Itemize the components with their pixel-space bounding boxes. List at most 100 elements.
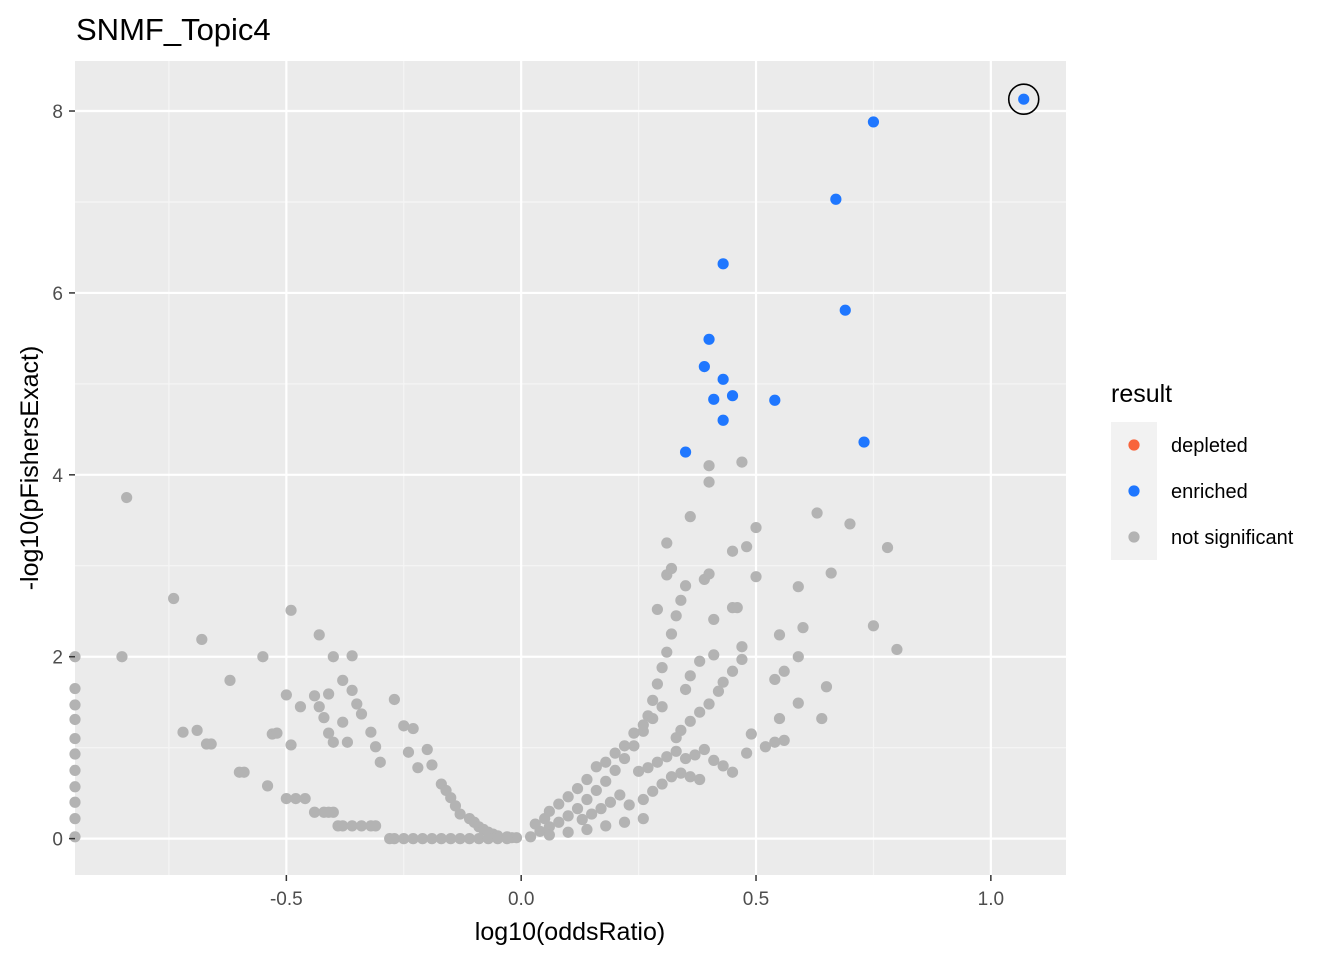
data-point (473, 833, 485, 845)
data-point (69, 699, 81, 711)
data-point (294, 701, 307, 713)
data-point (463, 833, 476, 845)
data-point (562, 810, 574, 822)
data-point (524, 831, 537, 843)
data-point (684, 771, 696, 783)
data-point (867, 116, 880, 128)
data-point (736, 653, 748, 666)
data-point (712, 685, 725, 697)
data-point (449, 800, 462, 812)
data-point (703, 460, 715, 472)
data-point (412, 762, 424, 774)
data-point (581, 793, 593, 806)
data-point (769, 394, 781, 406)
data-point (402, 746, 415, 758)
points-layer (69, 93, 1030, 845)
data-point (741, 747, 753, 759)
data-point (365, 726, 377, 738)
data-point (562, 826, 574, 838)
data-point (651, 603, 663, 616)
data-point (637, 793, 649, 806)
legend: result depleted enriched not significant (1111, 380, 1294, 560)
x-tick-label: -0.5 (270, 889, 303, 910)
data-point (69, 781, 81, 793)
y-axis-title: -log10(pFishersExact) (16, 346, 44, 591)
data-point (717, 258, 729, 270)
data-point (792, 697, 804, 709)
data-point (703, 698, 715, 710)
data-point (656, 778, 668, 790)
data-point (421, 743, 433, 756)
data-point (604, 796, 617, 808)
legend-swatch (1128, 531, 1140, 543)
data-point (628, 727, 640, 739)
data-point (717, 414, 729, 426)
x-tick-label: 0.5 (743, 889, 769, 910)
y-tick-label: 0 (52, 830, 63, 851)
data-point (618, 752, 631, 765)
data-point (454, 833, 466, 845)
legend-swatch (1128, 439, 1140, 451)
data-point (647, 785, 659, 797)
data-point (435, 833, 447, 845)
data-point (600, 756, 612, 768)
data-point (647, 694, 659, 706)
data-point (618, 740, 631, 752)
data-point (769, 673, 781, 686)
data-point (454, 808, 466, 820)
data-point (492, 833, 504, 845)
data-point (355, 708, 368, 720)
data-point (510, 832, 523, 844)
data-point (337, 674, 349, 686)
legend-swatch (1128, 485, 1140, 497)
y-tick-label: 2 (52, 648, 63, 669)
data-point (637, 719, 649, 731)
legend-entries: depleted enriched not significant (1111, 422, 1294, 560)
data-point (609, 764, 621, 777)
data-point (708, 754, 720, 767)
data-point (698, 360, 710, 373)
data-point (670, 610, 682, 622)
data-point (539, 813, 551, 825)
y-tick-label: 4 (52, 466, 63, 487)
data-point (759, 741, 772, 753)
data-point (271, 727, 283, 739)
data-point (694, 706, 706, 718)
data-point (369, 820, 382, 832)
data-point (708, 613, 720, 626)
data-point (670, 745, 682, 757)
data-point (351, 698, 363, 710)
data-point (562, 791, 574, 803)
data-point (618, 816, 631, 828)
data-point (346, 684, 358, 696)
data-point (684, 715, 696, 727)
data-point (665, 562, 678, 575)
data-point (586, 808, 598, 820)
data-point (600, 820, 612, 832)
x-tick-label: 0.0 (508, 889, 534, 910)
data-point (820, 681, 833, 693)
data-point (726, 390, 739, 402)
data-point (346, 650, 358, 662)
data-point (261, 780, 274, 792)
data-point (407, 722, 419, 735)
data-point (816, 712, 828, 725)
data-point (69, 813, 81, 825)
data-point (327, 736, 339, 748)
data-point (290, 793, 302, 805)
data-point (628, 740, 640, 752)
data-point (416, 833, 429, 845)
data-point (177, 726, 189, 738)
data-point (224, 674, 236, 686)
data-point (731, 602, 743, 614)
data-point (323, 727, 335, 739)
data-point (407, 833, 419, 845)
data-point (308, 690, 321, 702)
data-point (773, 629, 786, 641)
data-point (388, 693, 400, 706)
data-point (571, 782, 584, 795)
data-point (675, 767, 687, 779)
data-point (844, 518, 856, 530)
data-point (341, 736, 354, 748)
